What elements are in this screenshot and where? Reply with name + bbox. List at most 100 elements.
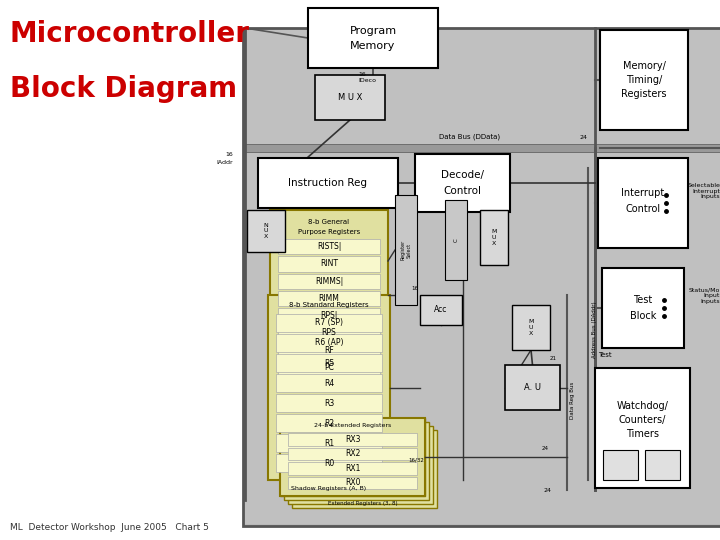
Text: 8-b General: 8-b General [308,219,350,225]
Text: Extended Registers (3, 8): Extended Registers (3, 8) [328,501,397,506]
Text: R4: R4 [324,379,334,388]
Text: IAddr: IAddr [217,160,233,165]
Text: 16: 16 [411,286,418,291]
Bar [278,239,380,254]
Bar [278,308,380,323]
Text: PC: PC [324,363,334,372]
Bar [245,144,720,152]
Bar [276,314,382,332]
Bar [603,450,638,480]
Text: 24: 24 [579,135,587,140]
Bar [395,195,417,305]
Text: 16/32: 16/32 [408,457,424,462]
Text: IDeco: IDeco [358,78,376,83]
Text: RX0: RX0 [345,478,360,487]
Text: Memory: Memory [351,41,396,51]
Text: R1: R1 [324,438,334,448]
Text: Address Bus (DAddr): Address Bus (DAddr) [592,302,597,359]
Text: Watchdog/: Watchdog/ [616,401,668,411]
Text: 8-b Standard Registers: 8-b Standard Registers [289,302,369,308]
Bar [308,8,438,68]
Bar [278,325,380,341]
Bar [276,434,382,452]
Text: Counters/: Counters/ [618,415,666,425]
Text: Register
Select: Register Select [400,240,411,260]
Text: R7 (SP): R7 (SP) [315,319,343,327]
Text: RPS|: RPS| [320,311,338,320]
Text: 16: 16 [225,152,233,158]
Bar [276,414,382,432]
Bar [276,374,382,392]
Bar [276,394,382,412]
Text: Test: Test [634,295,652,305]
Text: Status/Mo
Input
Inputs: Status/Mo Input Inputs [688,288,720,305]
Bar [278,291,380,306]
Bar [598,158,688,248]
Bar [505,365,560,410]
Bar [278,256,380,272]
Bar [480,210,508,265]
Text: 16: 16 [358,72,366,77]
Bar [258,158,398,208]
Text: RX2: RX2 [345,449,360,458]
Text: RX3: RX3 [345,435,360,444]
Text: N
U
X: N U X [264,222,269,239]
Text: Timing/: Timing/ [626,75,662,85]
Text: Block Diagram: Block Diagram [10,75,237,103]
Text: Control: Control [626,204,660,214]
Bar [243,28,720,526]
Text: Data Bus (DData): Data Bus (DData) [439,133,500,140]
Text: Decode/: Decode/ [441,170,484,180]
Bar [245,30,720,524]
Bar [278,273,380,289]
Bar [280,418,425,496]
Text: C: C [454,238,459,242]
Bar [288,476,417,489]
Text: R3: R3 [324,399,334,408]
Text: RIMMS|: RIMMS| [315,276,343,286]
Bar [415,154,510,212]
Bar [292,430,437,508]
Bar [284,422,429,500]
Bar [280,418,425,496]
Text: RIMM: RIMM [318,294,339,303]
Text: R5: R5 [324,359,334,368]
Text: Instruction Reg: Instruction Reg [289,178,367,188]
Text: RX1: RX1 [345,464,360,472]
Bar [278,360,380,375]
Text: ML  Detector Workshop  June 2005   Chart 5: ML Detector Workshop June 2005 Chart 5 [10,523,209,532]
Bar [645,450,680,480]
Text: Interrupt: Interrupt [621,188,665,198]
Text: RINT: RINT [320,259,338,268]
Bar [288,426,433,504]
Text: Timers: Timers [626,429,659,439]
Bar [268,295,390,480]
Text: Control: Control [444,186,482,196]
Text: A. U: A. U [524,383,541,392]
Text: M
U
X: M U X [491,229,497,246]
Text: 21: 21 [550,356,557,361]
Text: M
U
X: M U X [528,319,534,336]
Text: RF: RF [324,346,334,355]
Bar [420,295,462,325]
Bar [315,75,385,120]
Bar [595,368,690,488]
Bar [270,210,388,380]
Bar [276,454,382,472]
Text: R0: R0 [324,458,334,468]
Text: 24-b Extended Registers: 24-b Extended Registers [314,423,391,429]
Text: Registers: Registers [621,89,667,99]
Text: Memory/: Memory/ [623,61,665,71]
Text: 24: 24 [542,447,549,451]
Text: Acc: Acc [434,306,448,314]
Text: Block: Block [630,311,656,321]
Text: Data Reg Bus: Data Reg Bus [570,381,575,418]
Bar [445,200,467,280]
Text: RPS: RPS [322,328,336,338]
Text: 24: 24 [544,488,552,492]
Text: R2: R2 [324,418,334,428]
Bar [276,334,382,352]
Bar [288,462,417,475]
Bar [288,433,417,446]
Bar [288,448,417,460]
